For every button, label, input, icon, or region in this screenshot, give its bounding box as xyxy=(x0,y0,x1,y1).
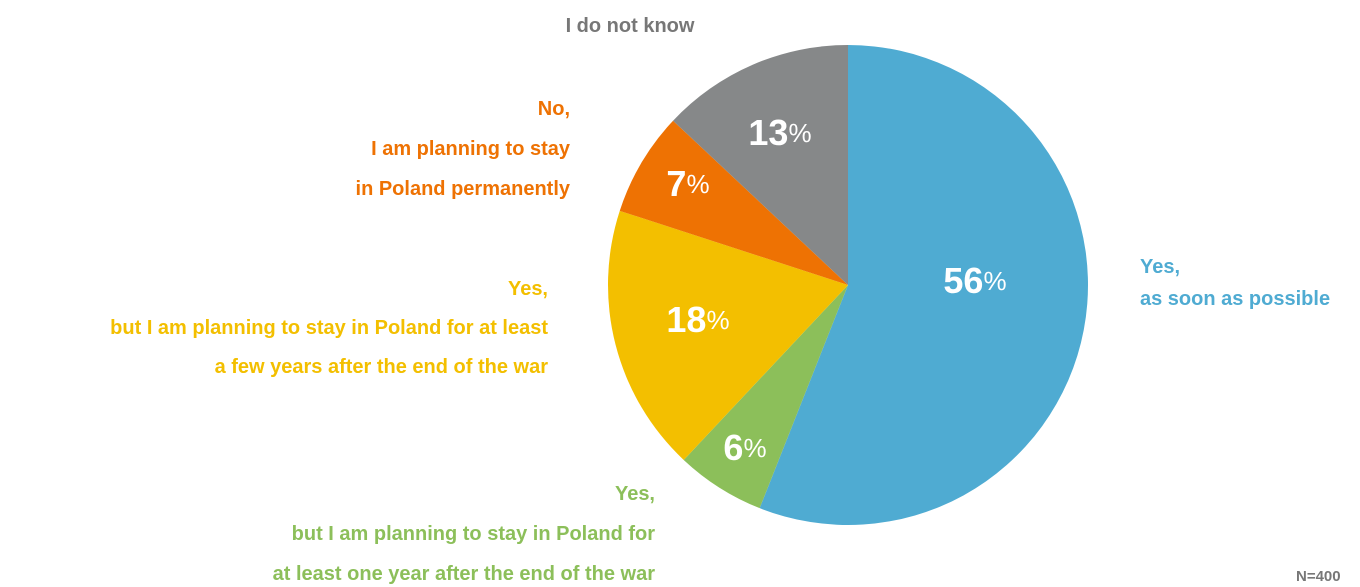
pie-slice xyxy=(608,210,848,460)
category-label-line: but I am planning to stay in Poland for xyxy=(292,523,656,545)
value-label-part: 18 xyxy=(666,299,706,340)
pie-slice xyxy=(683,285,848,509)
sample-note: N=400 xyxy=(1296,568,1341,585)
pie-slice xyxy=(759,45,1088,525)
category-label: Yes, but I am planning to stay in Poland … xyxy=(110,278,548,378)
category-label-line: as soon as possible xyxy=(1140,288,1330,310)
value-label-part: 7 xyxy=(666,163,686,204)
value-label-part: 6 xyxy=(723,427,743,468)
value-label: 13% xyxy=(748,112,811,153)
category-label-line: No, xyxy=(538,98,570,120)
value-label-part: % xyxy=(983,266,1006,296)
category-label-line: at least one year after the end of the w… xyxy=(273,563,656,585)
category-label-line: Yes, xyxy=(1140,256,1180,278)
category-label: Yes, as soon as possible xyxy=(1140,256,1330,310)
category-label-line: I am planning to stay xyxy=(371,138,571,160)
value-label-part: % xyxy=(686,169,709,199)
category-label: I do not know xyxy=(566,15,695,37)
value-label: 56% xyxy=(943,260,1006,301)
category-label: Yes, but I am planning to stay in Poland … xyxy=(273,483,656,585)
category-label-line: Yes, xyxy=(615,483,655,505)
value-label-part: 56 xyxy=(943,260,983,301)
category-label-line: Yes, xyxy=(508,278,548,300)
pie-slice xyxy=(673,45,848,285)
value-label-part: 13 xyxy=(748,112,788,153)
value-label: 18% xyxy=(666,299,729,340)
value-label-part: % xyxy=(788,118,811,148)
pie-slice xyxy=(619,120,848,285)
value-label: 7% xyxy=(666,163,709,204)
category-label-line: in Poland permanently xyxy=(356,178,571,200)
value-label: 6% xyxy=(723,427,766,468)
category-label-line: but I am planning to stay in Poland for … xyxy=(110,317,548,339)
category-label-line: I do not know xyxy=(566,15,695,37)
value-label-part: % xyxy=(706,305,729,335)
category-label: No, I am planning to stay in Poland perman… xyxy=(356,98,571,200)
category-label-line: a few years after the end of the war xyxy=(215,356,549,378)
value-label-part: % xyxy=(743,433,766,463)
